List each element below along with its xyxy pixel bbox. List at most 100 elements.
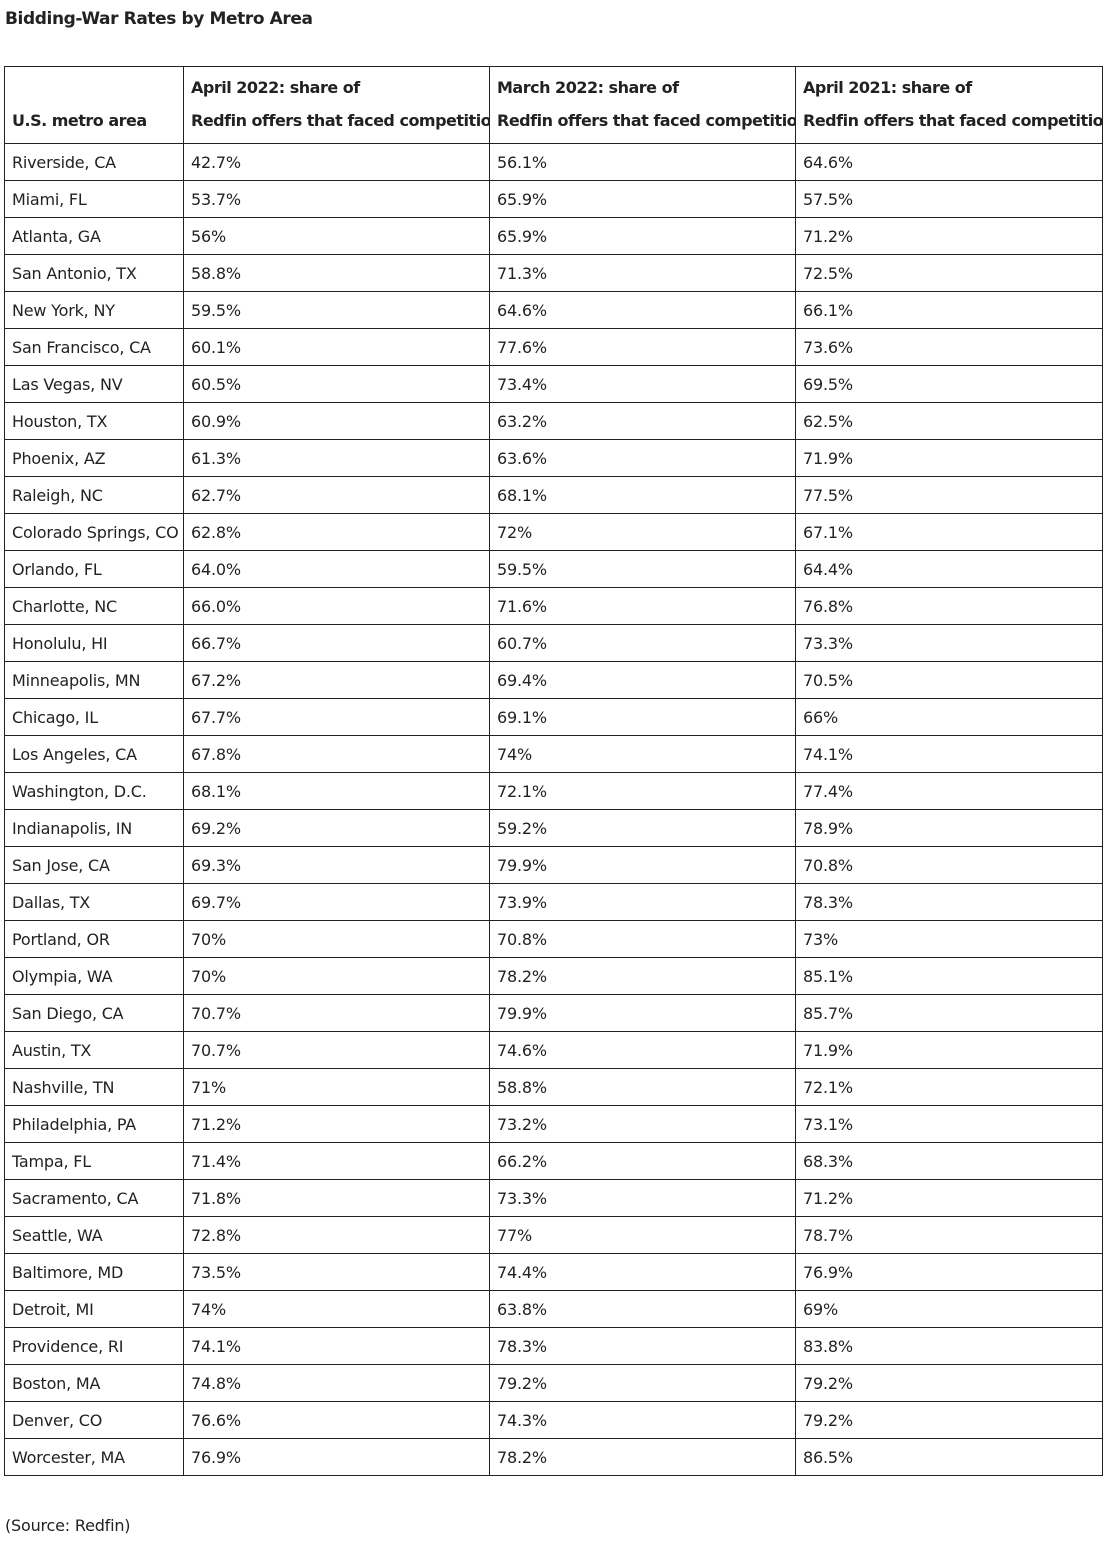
cell-metro-area: Baltimore, MD xyxy=(4,1253,184,1291)
table-row: Portland, OR 70% 70.8% 73% xyxy=(4,920,1103,958)
table-header: U.S. metro area April 2022: share of Redf… xyxy=(4,66,1103,144)
cell-april-2022: 71.8% xyxy=(183,1179,490,1217)
cell-april-2021: 85.1% xyxy=(795,957,1103,995)
cell-april-2021: 62.5% xyxy=(795,402,1103,440)
cell-april-2022: 73.5% xyxy=(183,1253,490,1291)
cell-april-2022: 69.7% xyxy=(183,883,490,921)
cell-april-2022: 69.3% xyxy=(183,846,490,884)
cell-metro-area: Miami, FL xyxy=(4,180,184,218)
cell-april-2021: 71.2% xyxy=(795,1179,1103,1217)
cell-metro-area: Seattle, WA xyxy=(4,1216,184,1254)
cell-april-2021: 71.2% xyxy=(795,217,1103,255)
table-row: San Jose, CA 69.3% 79.9% 70.8% xyxy=(4,846,1103,884)
cell-april-2021: 79.2% xyxy=(795,1364,1103,1402)
cell-march-2022: 73.2% xyxy=(489,1105,796,1143)
cell-metro-area: San Francisco, CA xyxy=(4,328,184,366)
cell-metro-area: San Jose, CA xyxy=(4,846,184,884)
cell-april-2021: 69.5% xyxy=(795,365,1103,403)
cell-march-2022: 65.9% xyxy=(489,180,796,218)
cell-metro-area: New York, NY xyxy=(4,291,184,329)
cell-metro-area: Colorado Springs, CO xyxy=(4,513,184,551)
header-metro-area: U.S. metro area xyxy=(4,66,184,144)
cell-april-2022: 67.7% xyxy=(183,698,490,736)
cell-march-2022: 77.6% xyxy=(489,328,796,366)
table-row: Phoenix, AZ 61.3% 63.6% 71.9% xyxy=(4,439,1103,477)
cell-metro-area: Philadelphia, PA xyxy=(4,1105,184,1143)
table-row: San Diego, CA 70.7% 79.9% 85.7% xyxy=(4,994,1103,1032)
table-row: San Antonio, TX 58.8% 71.3% 72.5% xyxy=(4,254,1103,292)
source-note: (Source: Redfin) xyxy=(5,1516,131,1535)
cell-metro-area: Indianapolis, IN xyxy=(4,809,184,847)
cell-april-2022: 60.1% xyxy=(183,328,490,366)
cell-april-2021: 66.1% xyxy=(795,291,1103,329)
cell-metro-area: Denver, CO xyxy=(4,1401,184,1439)
cell-metro-area: Las Vegas, NV xyxy=(4,365,184,403)
cell-march-2022: 64.6% xyxy=(489,291,796,329)
table-row: Denver, CO 76.6% 74.3% 79.2% xyxy=(4,1401,1103,1439)
cell-march-2022: 63.2% xyxy=(489,402,796,440)
cell-april-2021: 73.3% xyxy=(795,624,1103,662)
cell-april-2021: 64.6% xyxy=(795,143,1103,181)
table-row: Orlando, FL 64.0% 59.5% 64.4% xyxy=(4,550,1103,588)
cell-april-2022: 60.9% xyxy=(183,402,490,440)
cell-april-2022: 74.1% xyxy=(183,1327,490,1365)
cell-march-2022: 66.2% xyxy=(489,1142,796,1180)
table-row: Austin, TX 70.7% 74.6% 71.9% xyxy=(4,1031,1103,1069)
cell-april-2022: 74.8% xyxy=(183,1364,490,1402)
table-row: Seattle, WA 72.8% 77% 78.7% xyxy=(4,1216,1103,1254)
cell-metro-area: Phoenix, AZ xyxy=(4,439,184,477)
cell-march-2022: 69.1% xyxy=(489,698,796,736)
cell-april-2022: 76.6% xyxy=(183,1401,490,1439)
cell-march-2022: 72.1% xyxy=(489,772,796,810)
table-row: Baltimore, MD 73.5% 74.4% 76.9% xyxy=(4,1253,1103,1291)
cell-march-2022: 78.2% xyxy=(489,957,796,995)
header-april-2021: April 2021: share of Redfin offers that f… xyxy=(795,66,1103,144)
cell-april-2022: 66.0% xyxy=(183,587,490,625)
cell-april-2022: 53.7% xyxy=(183,180,490,218)
cell-metro-area: Orlando, FL xyxy=(4,550,184,588)
cell-april-2022: 62.8% xyxy=(183,513,490,551)
cell-metro-area: Nashville, TN xyxy=(4,1068,184,1106)
table-row: Providence, RI 74.1% 78.3% 83.8% xyxy=(4,1327,1103,1365)
cell-april-2021: 76.8% xyxy=(795,587,1103,625)
cell-march-2022: 69.4% xyxy=(489,661,796,699)
cell-metro-area: Sacramento, CA xyxy=(4,1179,184,1217)
cell-march-2022: 77% xyxy=(489,1216,796,1254)
cell-april-2022: 70.7% xyxy=(183,1031,490,1069)
table-row: Nashville, TN 71% 58.8% 72.1% xyxy=(4,1068,1103,1106)
table-row: Raleigh, NC 62.7% 68.1% 77.5% xyxy=(4,476,1103,514)
cell-april-2022: 72.8% xyxy=(183,1216,490,1254)
table-row: Minneapolis, MN 67.2% 69.4% 70.5% xyxy=(4,661,1103,699)
table-row: Olympia, WA 70% 78.2% 85.1% xyxy=(4,957,1103,995)
table-row: Charlotte, NC 66.0% 71.6% 76.8% xyxy=(4,587,1103,625)
cell-april-2022: 62.7% xyxy=(183,476,490,514)
cell-march-2022: 59.2% xyxy=(489,809,796,847)
cell-april-2021: 72.1% xyxy=(795,1068,1103,1106)
cell-metro-area: Minneapolis, MN xyxy=(4,661,184,699)
cell-march-2022: 74.3% xyxy=(489,1401,796,1439)
cell-april-2022: 42.7% xyxy=(183,143,490,181)
cell-metro-area: Dallas, TX xyxy=(4,883,184,921)
cell-april-2021: 70.5% xyxy=(795,661,1103,699)
cell-march-2022: 70.8% xyxy=(489,920,796,958)
cell-april-2022: 74% xyxy=(183,1290,490,1328)
cell-metro-area: Boston, MA xyxy=(4,1364,184,1402)
cell-april-2021: 77.5% xyxy=(795,476,1103,514)
cell-april-2021: 73.6% xyxy=(795,328,1103,366)
cell-march-2022: 74.6% xyxy=(489,1031,796,1069)
cell-march-2022: 79.9% xyxy=(489,994,796,1032)
cell-march-2022: 65.9% xyxy=(489,217,796,255)
cell-april-2022: 70% xyxy=(183,920,490,958)
cell-metro-area: Charlotte, NC xyxy=(4,587,184,625)
cell-metro-area: Riverside, CA xyxy=(4,143,184,181)
cell-april-2022: 61.3% xyxy=(183,439,490,477)
table-row: Indianapolis, IN 69.2% 59.2% 78.9% xyxy=(4,809,1103,847)
cell-april-2022: 76.9% xyxy=(183,1438,490,1476)
cell-april-2021: 78.7% xyxy=(795,1216,1103,1254)
cell-april-2021: 76.9% xyxy=(795,1253,1103,1291)
cell-april-2022: 70.7% xyxy=(183,994,490,1032)
cell-april-2021: 77.4% xyxy=(795,772,1103,810)
cell-april-2022: 70% xyxy=(183,957,490,995)
table-row: Houston, TX 60.9% 63.2% 62.5% xyxy=(4,402,1103,440)
cell-metro-area: Detroit, MI xyxy=(4,1290,184,1328)
